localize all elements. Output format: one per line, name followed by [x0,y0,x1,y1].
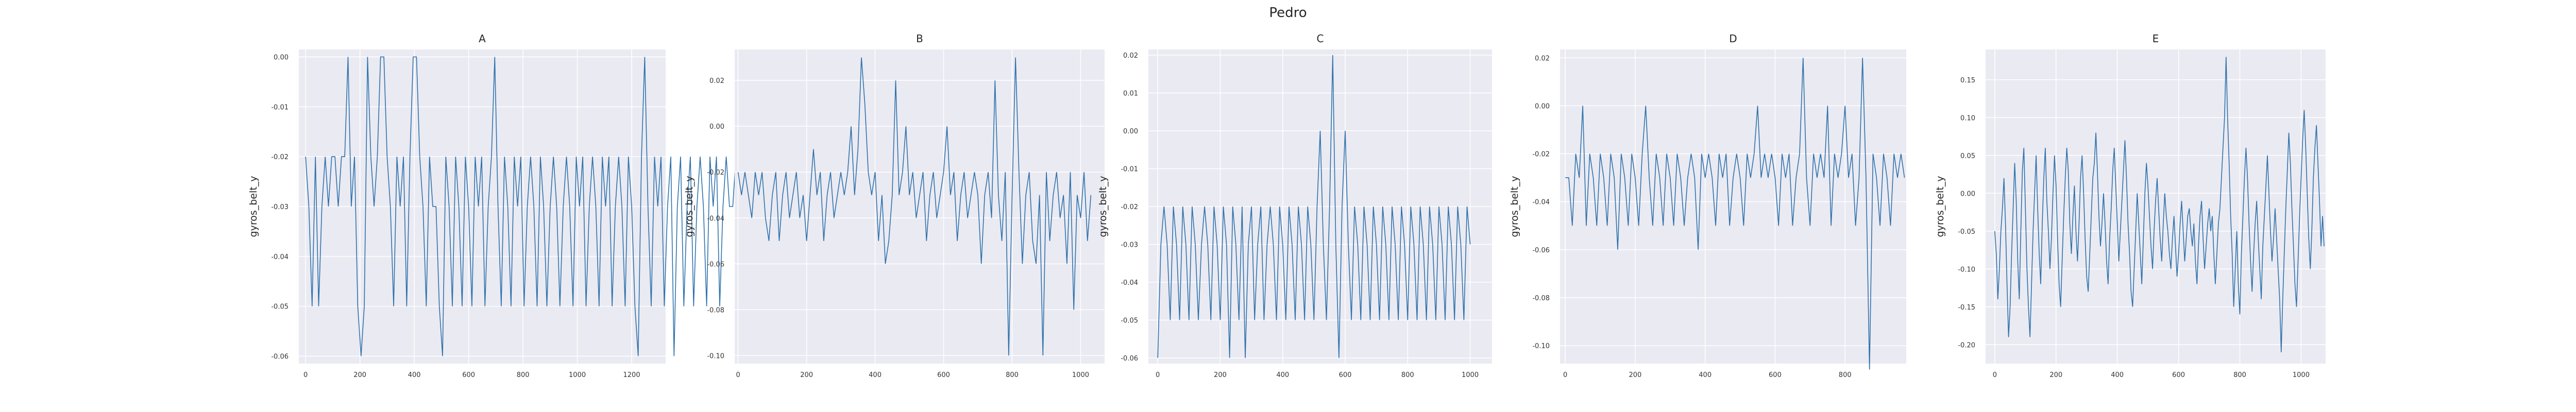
x-tick-label: 400 [408,371,421,379]
y-tick-label: -0.06 [1532,247,1550,254]
y-tick-label: 0.00 [1123,128,1138,135]
x-tick-label: 0 [1993,371,1997,379]
x-tick-label: 800 [517,371,530,379]
x-tick-label: 800 [1401,371,1414,379]
y-axis-label: gyros_belt_y [1935,176,1946,237]
series-line [1565,58,1905,370]
x-tick-label: 600 [1339,371,1352,379]
y-tick-label: 0.00 [709,123,724,131]
y-tick-label: 0.02 [1123,52,1138,60]
y-axis-label: gyros_belt_y [248,176,259,237]
y-tick-label: -0.06 [707,261,724,268]
y-tick-label: -0.20 [1958,341,1975,349]
x-tick-label: 1200 [623,371,640,379]
series-line [1157,55,1471,358]
y-tick-label: -0.15 [1958,304,1975,312]
x-tick-label: 200 [353,371,366,379]
subplots: 0 200 400 600 800 1000 1200 -0.06 -0.05 -0.04 -0.0… [248,32,2326,379]
x-tick-label: 400 [869,371,882,379]
series-line [1994,57,2325,353]
y-tick-label: 0.00 [1960,190,1975,198]
y-tick-label: -0.08 [707,306,724,314]
y-tick-label: 0.05 [1960,152,1975,160]
y-axis-label: gyros_belt_y [1097,176,1109,237]
y-tick-label: -0.03 [1121,241,1138,249]
y-tick-label: -0.10 [1958,266,1975,273]
y-tick-label: -0.06 [271,353,289,360]
y-tick-label: -0.04 [1121,279,1138,287]
y-tick-label: -0.01 [271,104,289,111]
y-tick-label: -0.04 [1532,199,1550,207]
series-line [737,57,1092,356]
subplot-b: 0 200 400 600 800 1000 -0.10 -0.08 -0.06 -0.04 -0.… [684,32,1105,379]
x-tick-label: 1000 [1462,371,1479,379]
subplot-title: C [1317,32,1324,45]
y-tick-label: 0.10 [1960,114,1975,122]
y-tick-label: -0.10 [707,352,724,360]
subplot-title: D [1729,32,1737,45]
y-tick-label: -0.02 [1532,151,1550,159]
subplot-d: 0 200 400 600 800 -0.10 -0.08 -0.06 -0.04 -0.02 0.… [1509,32,1906,379]
y-tick-label: -0.02 [271,153,289,161]
x-tick-label: 600 [1769,371,1782,379]
x-tick-label: 0 [736,371,740,379]
y-tick-label: -0.02 [1121,203,1138,211]
y-axis-label: gyros_belt_y [1509,176,1520,237]
y-tick-label: -0.06 [1121,355,1138,363]
y-tick-label: 0.00 [274,54,289,62]
y-tick-label: -0.04 [707,215,724,222]
subplot-c: 0 200 400 600 800 1000 -0.06 -0.05 -0.04 -0.03 -0.… [1097,32,1492,379]
plot-area [1560,49,1906,364]
subplot-a: 0 200 400 600 800 1000 1200 -0.06 -0.05 -0.04 -0.0… [248,32,743,379]
subplot-e: 0 200 400 600 800 1000 -0.20 -0.15 -0.10 -0.05 0.0… [1935,32,2326,379]
y-axis-label: gyros_belt_y [684,176,695,237]
x-tick-label: 1000 [1072,371,1089,379]
subplot-title: E [2153,32,2159,45]
x-tick-label: 600 [462,371,475,379]
y-tick-label: -0.10 [1532,342,1550,350]
x-tick-label: 400 [1699,371,1711,379]
series-line [305,56,743,356]
x-tick-label: 600 [2172,371,2185,379]
x-tick-label: 0 [1156,371,1160,379]
x-tick-label: 400 [1276,371,1289,379]
y-tick-label: 0.02 [709,77,724,85]
x-tick-label: 200 [2049,371,2062,379]
plot-area [735,49,1105,364]
y-tick-label: -0.05 [1121,317,1138,324]
x-tick-label: 800 [1006,371,1019,379]
y-tick-label: 0.15 [1960,77,1975,84]
subplot-title: A [479,32,486,45]
y-tick-label: 0.01 [1123,90,1138,98]
y-tick-label: -0.08 [1532,295,1550,302]
x-tick-label: 400 [2111,371,2124,379]
x-tick-label: 600 [937,371,950,379]
y-tick-label: -0.01 [1121,166,1138,174]
subplot-title: B [916,32,923,45]
x-tick-label: 0 [303,371,308,379]
y-tick-label: -0.02 [707,169,724,177]
y-tick-label: -0.05 [1958,228,1975,236]
x-tick-label: 200 [1629,371,1642,379]
x-tick-label: 800 [1839,371,1852,379]
x-tick-label: 0 [1563,371,1567,379]
x-tick-label: 1000 [569,371,586,379]
x-tick-label: 200 [800,371,813,379]
x-tick-label: 1000 [2293,371,2310,379]
y-tick-label: -0.03 [271,203,289,211]
y-tick-label: 0.02 [1535,55,1550,62]
y-tick-label: -0.05 [271,303,289,311]
y-tick-label: -0.04 [271,253,289,261]
y-tick-label: 0.00 [1535,102,1550,110]
x-tick-label: 800 [2233,371,2246,379]
x-tick-label: 200 [1214,371,1227,379]
figure-title: Pedro [1269,5,1307,21]
